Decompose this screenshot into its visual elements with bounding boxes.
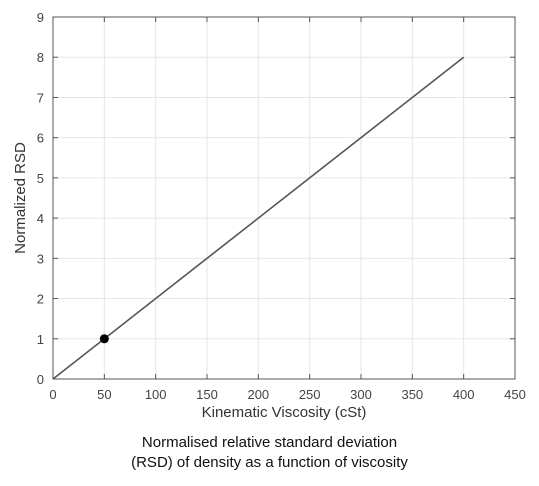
data-point: [99, 334, 109, 344]
x-tick-label: 200: [247, 387, 269, 402]
y-tick-label: 6: [37, 131, 44, 146]
series-layer: [52, 56, 465, 380]
x-tick-label: 300: [350, 387, 372, 402]
x-axis-label: Kinematic Viscosity (cSt): [202, 404, 367, 421]
y-tick-label: 7: [37, 90, 44, 105]
x-tick-label: 100: [145, 387, 167, 402]
y-tick-label: 1: [37, 332, 44, 347]
x-tick-label: 400: [453, 387, 475, 402]
y-tick-label: 2: [37, 292, 44, 307]
y-axis-label: Normalized RSD: [12, 142, 29, 254]
y-tick-label: 3: [37, 251, 44, 266]
chart: 0 50 100 150 200 250 300 350 400 450 0 1 2 3 4 5 6 7 8 9 Ki…: [12, 10, 526, 421]
x-tick-label: 450: [504, 387, 526, 402]
x-tick-label: 250: [299, 387, 321, 402]
y-tick-label: 0: [37, 372, 44, 387]
tick-layer: 0 50 100 150 200 250 300 350 400 450 0 1 2 3 4 5 6 7 8 9: [37, 10, 526, 402]
y-tick-label: 5: [37, 171, 44, 186]
figure-caption: Normalised relative standard deviation (…: [0, 433, 539, 473]
y-tick-label: 8: [37, 50, 44, 65]
y-tick-label: 4: [37, 211, 44, 226]
caption-line-2: (RSD) of density as a function of viscos…: [131, 454, 408, 471]
series-line: [52, 56, 465, 380]
caption-line-1: Normalised relative standard deviation: [141, 434, 398, 451]
x-tick-label: 50: [97, 387, 111, 402]
x-tick-label: 0: [49, 387, 56, 402]
plot-frame: [52, 16, 516, 380]
x-tick-label: 350: [401, 387, 423, 402]
y-tick-label: 9: [37, 10, 44, 25]
x-tick-label: 150: [196, 387, 218, 402]
